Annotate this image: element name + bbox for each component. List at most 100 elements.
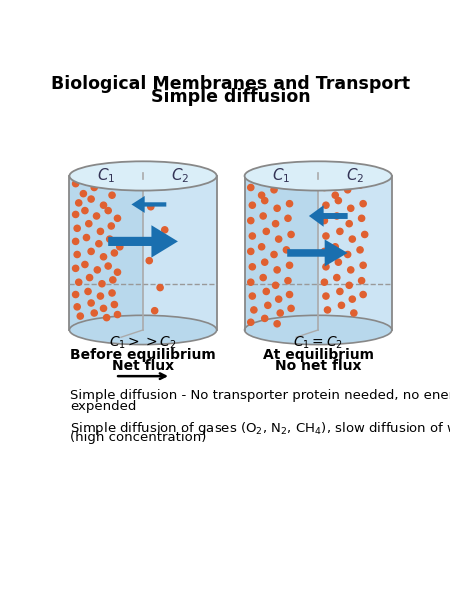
Circle shape [251,307,257,313]
Circle shape [261,316,268,322]
Circle shape [249,293,256,299]
Circle shape [86,275,93,281]
Circle shape [114,311,121,317]
Circle shape [263,229,270,235]
Circle shape [100,202,107,208]
Text: No net flux: No net flux [275,359,361,373]
Circle shape [260,213,266,219]
Circle shape [102,179,108,185]
Circle shape [71,173,77,179]
Circle shape [324,307,331,313]
Circle shape [346,221,352,227]
Circle shape [74,304,80,310]
Circle shape [357,247,363,253]
Text: expended: expended [70,400,137,413]
FancyArrow shape [287,239,348,266]
Circle shape [85,289,91,295]
Text: At equilibrium: At equilibrium [263,349,374,362]
Circle shape [285,215,291,221]
Circle shape [321,184,328,191]
Circle shape [284,247,289,253]
Circle shape [72,238,79,244]
Circle shape [284,182,289,188]
Circle shape [76,279,82,285]
Circle shape [88,300,94,306]
Circle shape [108,172,114,178]
Circle shape [162,227,168,233]
Circle shape [335,259,342,265]
Circle shape [323,264,329,270]
Circle shape [91,184,97,191]
Circle shape [72,211,79,218]
Circle shape [274,267,280,273]
Circle shape [337,229,343,235]
Polygon shape [143,176,217,330]
Text: Net flux: Net flux [112,359,174,373]
Circle shape [248,248,254,254]
Circle shape [72,292,79,298]
Circle shape [72,181,79,187]
Text: $C_1 >> C_2$: $C_1 >> C_2$ [109,335,177,351]
Circle shape [351,310,357,316]
Circle shape [105,263,111,269]
Circle shape [261,197,268,203]
Circle shape [274,205,280,211]
Circle shape [108,223,114,229]
Circle shape [348,205,354,211]
Polygon shape [245,176,318,330]
Circle shape [76,200,82,206]
Circle shape [114,269,121,275]
Circle shape [152,308,158,314]
Ellipse shape [69,161,217,191]
Circle shape [261,259,268,265]
Circle shape [357,182,363,188]
Circle shape [346,282,352,289]
Circle shape [275,236,282,242]
Text: $\mathit{C}_1$: $\mathit{C}_1$ [272,167,291,185]
Text: (high concentration): (high concentration) [70,431,207,444]
Text: Simple diffusion - No transporter protein needed, no energy: Simple diffusion - No transporter protei… [70,389,450,402]
Circle shape [248,184,254,191]
Circle shape [348,267,354,273]
Circle shape [323,293,329,299]
Circle shape [114,215,121,221]
Circle shape [277,310,284,316]
Circle shape [74,251,80,257]
Circle shape [338,302,345,308]
Circle shape [109,290,115,296]
Text: $\mathit{C}_2$: $\mathit{C}_2$ [346,167,364,185]
Circle shape [337,289,343,295]
Text: Biological Membranes and Transport: Biological Membranes and Transport [51,74,410,92]
Circle shape [83,169,90,175]
Circle shape [88,196,94,202]
Circle shape [100,254,107,260]
Circle shape [359,215,365,221]
Circle shape [91,310,97,316]
Circle shape [345,251,351,257]
Circle shape [117,244,123,250]
Circle shape [271,187,277,193]
Circle shape [321,248,328,254]
Circle shape [258,244,265,250]
FancyArrow shape [131,196,166,213]
Ellipse shape [69,316,217,344]
Circle shape [335,197,342,203]
Text: Simple diffusion: Simple diffusion [151,88,310,106]
Ellipse shape [245,316,392,344]
Circle shape [82,262,88,268]
Text: Simple diffusion of gases (O$_2$, N$_2$, CH$_4$), slow diffusion of water: Simple diffusion of gases (O$_2$, N$_2$,… [70,420,450,437]
Circle shape [249,264,256,270]
Circle shape [249,202,256,208]
Circle shape [323,233,329,239]
Circle shape [109,192,115,198]
Text: $\mathit{C}_2$: $\mathit{C}_2$ [171,167,189,185]
Circle shape [263,289,270,295]
Circle shape [248,218,254,224]
Circle shape [286,200,292,207]
Circle shape [265,302,271,308]
Text: $\mathit{C}_1$: $\mathit{C}_1$ [97,167,115,185]
Circle shape [111,250,117,256]
Circle shape [72,265,79,271]
Circle shape [286,292,292,298]
Circle shape [146,257,153,264]
